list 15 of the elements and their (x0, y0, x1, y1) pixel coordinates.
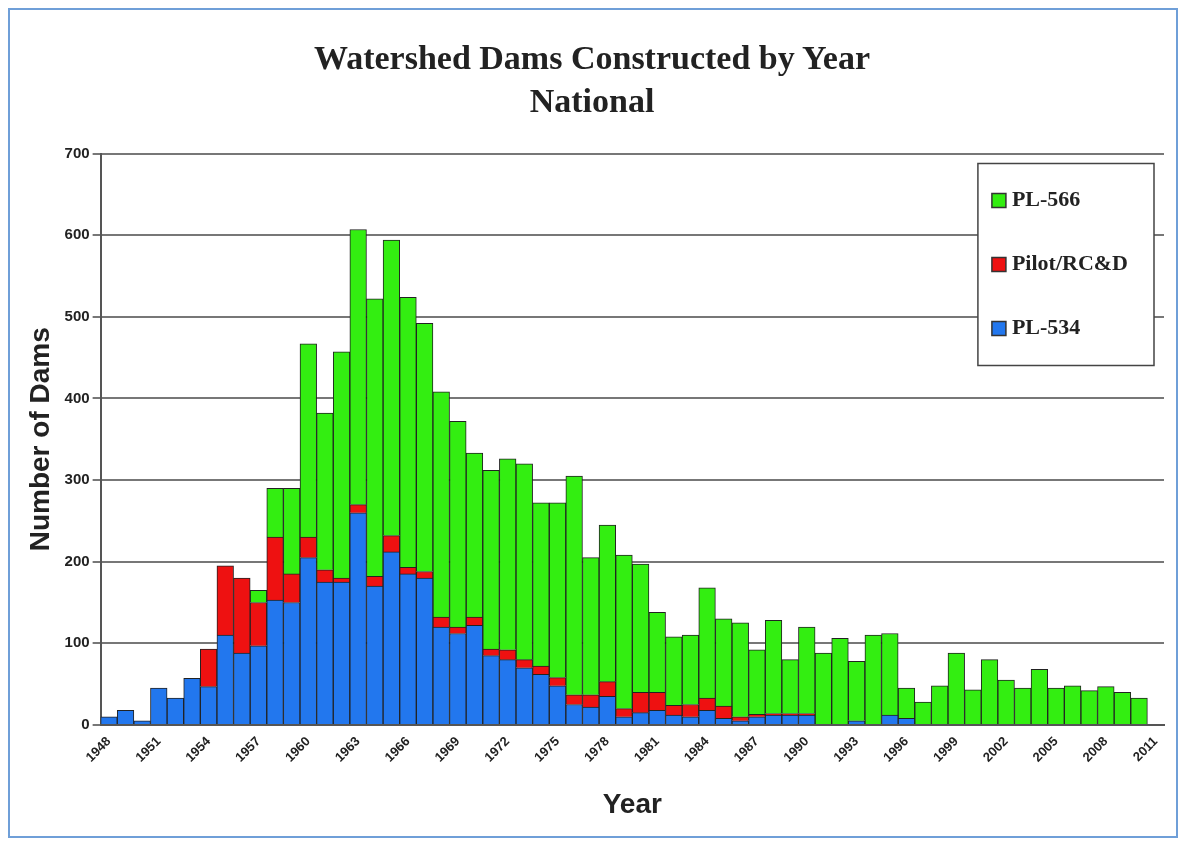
y-tick-label: 400 (64, 388, 90, 406)
y-tick-label: 200 (64, 551, 90, 569)
y-tick-label: 300 (64, 470, 90, 488)
y-tick-label: 700 (64, 143, 90, 161)
y-tick-label: 0 (81, 715, 90, 733)
legend-label: PL-534 (1011, 314, 1081, 340)
legend-label: PL-566 (1011, 186, 1081, 212)
y-tick-label: 100 (64, 633, 90, 651)
chart-title: Watershed Dams Constructed by Year (314, 39, 870, 77)
x-axis-title: Year (602, 787, 662, 819)
legend-label: Pilot/RC&D (1011, 250, 1128, 276)
y-axis-title: Number of Dams (23, 327, 55, 552)
chart-subtitle: National (529, 81, 655, 119)
y-tick-label: 600 (64, 225, 90, 243)
y-tick-label: 500 (64, 306, 90, 324)
